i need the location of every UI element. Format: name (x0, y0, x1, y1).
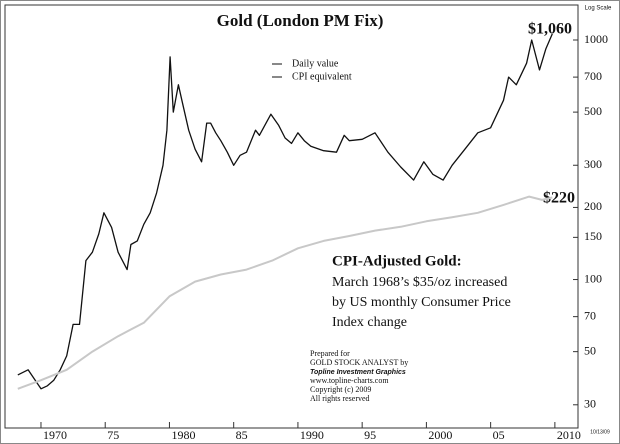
chart-title: Gold (London PM Fix) (217, 11, 384, 30)
y-tick-label: 50 (584, 343, 596, 357)
x-tick-label: 2010 (557, 428, 581, 442)
axis-note: Log Scale (585, 6, 612, 12)
credit: All rights reserved (310, 394, 370, 403)
y-tick-label: 1000 (584, 32, 608, 46)
y-tick-label: 150 (584, 229, 602, 243)
x-tick-label: 05 (493, 428, 505, 442)
y-tick-label: 300 (584, 157, 602, 171)
credit: Prepared for (310, 349, 350, 358)
legend-label: Daily value (292, 58, 339, 69)
date-stamp: 10/13/09 (590, 429, 610, 435)
y-tick-label: 70 (584, 308, 596, 322)
x-tick-label: 1980 (171, 428, 195, 442)
annotation: $1,060 (528, 21, 572, 38)
note-line: Index change (332, 315, 407, 330)
annotation: $220 (543, 190, 575, 207)
y-tick-label: 500 (584, 104, 602, 118)
y-tick-label: 100 (584, 271, 602, 285)
x-tick-label: 1970 (43, 428, 67, 442)
note-line: by US monthly Consumer Price (332, 295, 511, 310)
y-tick-label: 200 (584, 199, 602, 213)
credit: Copyright (c) 2009 (310, 385, 371, 394)
credit: Topline Investment Graphics (310, 369, 406, 376)
credit: www.topline-charts.com (310, 376, 389, 385)
x-tick-label: 95 (364, 428, 376, 442)
x-tick-label: 2000 (428, 428, 452, 442)
note-title: CPI-Adjusted Gold: (332, 253, 462, 269)
legend-label: CPI equivalent (292, 71, 352, 82)
series-line (17, 195, 553, 390)
series-line (17, 33, 553, 390)
plot-frame (4, 4, 579, 429)
x-tick-label: 1990 (300, 428, 324, 442)
x-tick-label: 75 (107, 428, 119, 442)
x-tick-label: 85 (236, 428, 248, 442)
credit: GOLD STOCK ANALYST by (310, 358, 408, 367)
note-line: March 1968’s $35/oz increased (332, 275, 507, 290)
y-tick-label: 700 (584, 69, 602, 83)
y-tick-label: 30 (584, 397, 596, 411)
